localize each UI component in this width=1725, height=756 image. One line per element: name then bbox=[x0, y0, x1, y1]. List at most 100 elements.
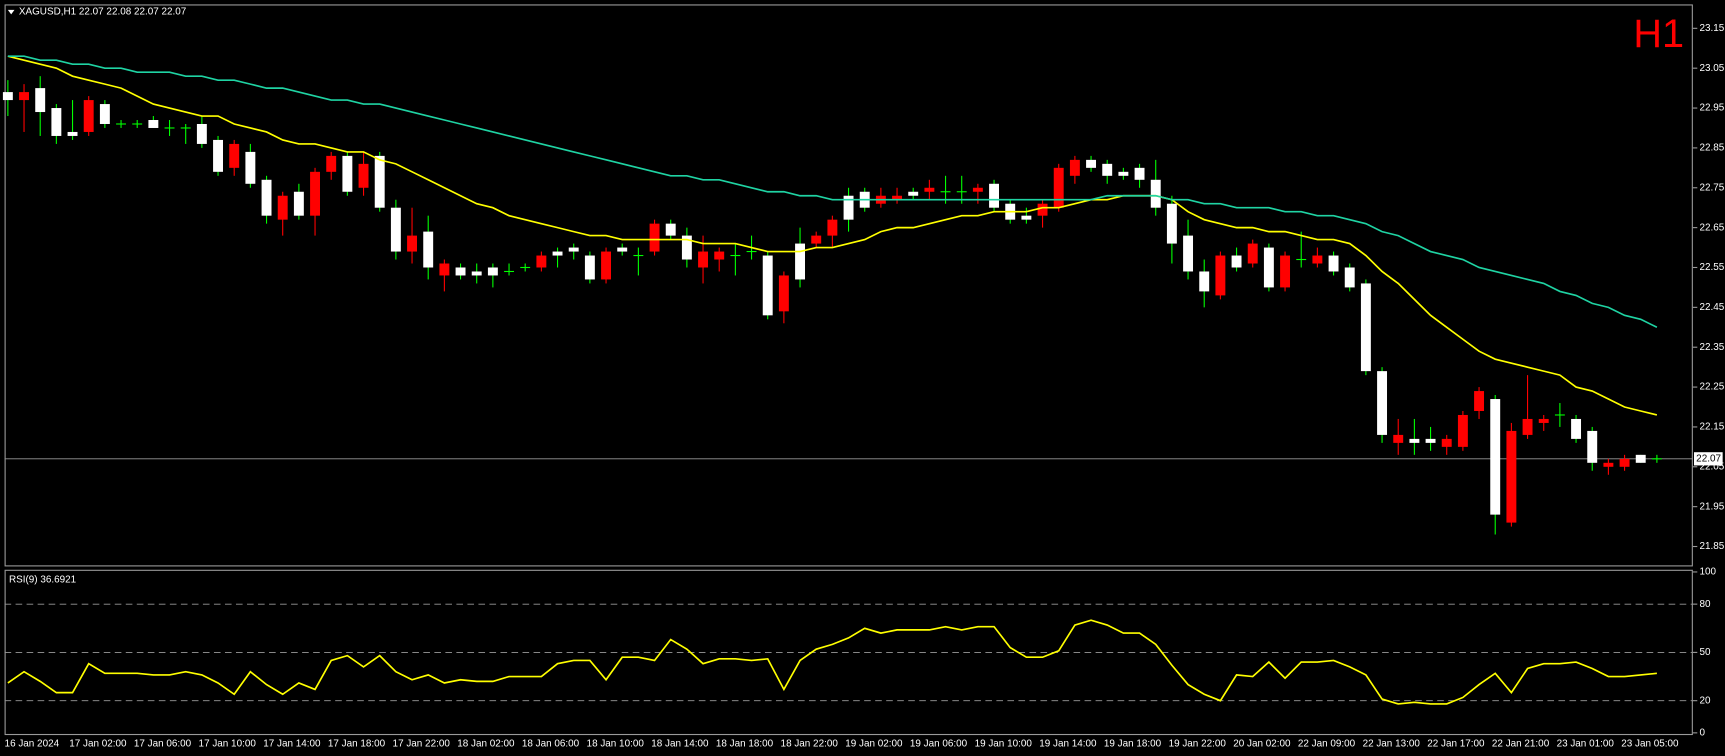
candle-body bbox=[1360, 283, 1371, 372]
x-tick-label: 17 Jan 18:00 bbox=[328, 739, 386, 750]
y-tick-label: 22.25 bbox=[1700, 382, 1725, 393]
candle-body bbox=[19, 92, 29, 101]
candle-body bbox=[245, 151, 256, 184]
indicator-line bbox=[7, 619, 1657, 705]
y-tick-label: 22.35 bbox=[1700, 342, 1725, 353]
x-tick-label: 18 Jan 22:00 bbox=[781, 739, 839, 750]
candle-body bbox=[1571, 418, 1582, 439]
candle-body bbox=[1425, 438, 1436, 443]
candle-body bbox=[1474, 391, 1485, 411]
x-tick-label: 20 Jan 02:00 bbox=[1233, 739, 1291, 750]
candle-body bbox=[229, 143, 240, 168]
x-tick-label: 19 Jan 18:00 bbox=[1104, 739, 1162, 750]
candle-body bbox=[196, 123, 207, 144]
candle-body bbox=[471, 271, 482, 276]
candle-body bbox=[342, 155, 353, 192]
candle-body bbox=[1409, 438, 1420, 443]
candle-body bbox=[827, 219, 838, 236]
y-tick-label: 22.95 bbox=[1700, 103, 1725, 114]
candle-body bbox=[714, 251, 725, 260]
x-tick-label: 23 Jan 05:00 bbox=[1621, 739, 1679, 750]
candle-body bbox=[455, 267, 466, 276]
candle-body bbox=[423, 231, 434, 268]
candle-body bbox=[1328, 255, 1339, 272]
x-tick-label: 19 Jan 06:00 bbox=[910, 739, 968, 750]
candle-body bbox=[1506, 430, 1517, 523]
candle-body bbox=[1102, 163, 1113, 176]
candle-body bbox=[358, 163, 369, 188]
candle-body bbox=[1134, 167, 1145, 180]
candle-body bbox=[649, 223, 660, 252]
y-tick-label: 22.65 bbox=[1700, 222, 1725, 233]
x-tick-label: 22 Jan 13:00 bbox=[1363, 739, 1421, 750]
candle-body bbox=[1263, 247, 1274, 288]
y-tick-label: 23.05 bbox=[1700, 63, 1725, 74]
x-tick-label: 22 Jan 09:00 bbox=[1298, 739, 1356, 750]
x-tick-label: 18 Jan 18:00 bbox=[716, 739, 774, 750]
candle-body bbox=[1199, 271, 1210, 292]
candle-body bbox=[972, 187, 983, 192]
x-tick-label: 17 Jan 02:00 bbox=[69, 739, 127, 750]
candle-body bbox=[99, 104, 110, 124]
candle-body bbox=[924, 187, 935, 192]
candle-body bbox=[390, 207, 401, 252]
candle-body bbox=[1183, 235, 1194, 272]
candle-body bbox=[568, 247, 579, 252]
candle-body bbox=[536, 255, 547, 268]
candle-body bbox=[601, 251, 612, 280]
candle-body bbox=[1021, 215, 1032, 220]
candle-body bbox=[1150, 179, 1161, 208]
candle-body bbox=[1086, 159, 1097, 168]
candle-body bbox=[665, 223, 676, 236]
candle-body bbox=[892, 195, 903, 200]
candle-body bbox=[1457, 414, 1468, 447]
x-tick-label: 19 Jan 02:00 bbox=[845, 739, 903, 750]
x-tick-label: 18 Jan 10:00 bbox=[587, 739, 645, 750]
y-tick-label: 50 bbox=[1700, 647, 1712, 658]
candle-body bbox=[1215, 255, 1226, 296]
candle-body bbox=[989, 183, 1000, 208]
candle-body bbox=[293, 191, 304, 216]
y-tick-label: 22.45 bbox=[1700, 302, 1725, 313]
x-tick-label: 16 Jan 2024 bbox=[5, 739, 60, 750]
candle-body bbox=[407, 235, 417, 252]
candle-body bbox=[1587, 430, 1598, 463]
candle-body bbox=[1344, 267, 1355, 288]
candle-body bbox=[1441, 438, 1452, 447]
y-tick-label: 20 bbox=[1700, 695, 1712, 706]
main-panel-frame bbox=[4, 4, 1693, 567]
candle-body bbox=[1231, 255, 1242, 268]
candle-body bbox=[552, 251, 563, 256]
y-tick-label: 22.75 bbox=[1700, 182, 1725, 193]
timeframe-label: H1 bbox=[1633, 12, 1684, 56]
candle-body bbox=[213, 139, 223, 172]
last-price-label: 22.07 bbox=[1696, 453, 1721, 464]
indicator-line bbox=[7, 55, 1658, 416]
candle-body bbox=[908, 191, 919, 196]
x-tick-label: 18 Jan 02:00 bbox=[457, 739, 515, 750]
candle-body bbox=[439, 263, 450, 276]
candle-body bbox=[1377, 371, 1388, 435]
menu-arrow[interactable] bbox=[7, 9, 15, 15]
y-tick-label: 22.85 bbox=[1700, 143, 1725, 154]
candle-body bbox=[843, 195, 854, 220]
candle-body bbox=[1118, 171, 1129, 176]
candle-body bbox=[1490, 399, 1501, 515]
candle-body bbox=[811, 235, 822, 244]
last-price-box bbox=[1693, 452, 1723, 466]
candle-body bbox=[778, 275, 789, 312]
candle-body bbox=[487, 267, 498, 276]
y-tick-label: 100 bbox=[1700, 567, 1717, 578]
candle-body bbox=[83, 100, 94, 132]
candle-body bbox=[261, 179, 272, 216]
y-tick-label: 22.05 bbox=[1700, 461, 1725, 472]
y-tick-label: 21.85 bbox=[1700, 541, 1725, 552]
y-tick-label: 80 bbox=[1700, 599, 1712, 610]
candle-body bbox=[35, 88, 46, 113]
candle-body bbox=[51, 108, 62, 136]
candle-body bbox=[310, 171, 320, 216]
candle-body bbox=[1037, 203, 1048, 216]
candle-body bbox=[1280, 255, 1291, 288]
candle-body bbox=[277, 195, 288, 220]
